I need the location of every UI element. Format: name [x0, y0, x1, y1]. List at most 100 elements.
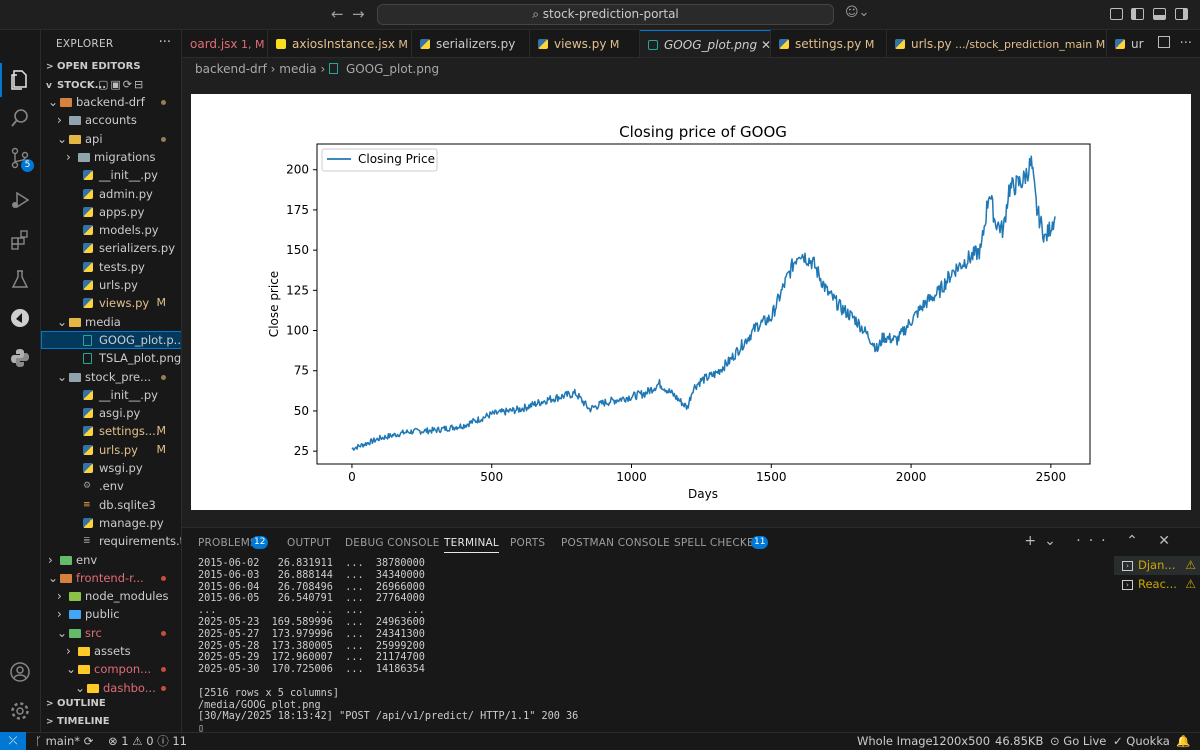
customize-layout-icon[interactable] [1110, 8, 1123, 20]
source-control-icon[interactable]: 5 [8, 146, 34, 172]
close-icon[interactable]: ✕ [757, 38, 772, 52]
breadcrumb-item[interactable]: GOOG_plot.png [345, 62, 440, 76]
chevron-down-icon: ⌄ [48, 95, 59, 109]
tree-item[interactable]: settings.... M [41, 422, 181, 440]
tree-item[interactable]: tests.py [41, 258, 181, 276]
panel-tab-problems[interactable]: PROBLEMS [198, 537, 257, 549]
tree-item[interactable]: ⌄ api [41, 130, 181, 148]
tree-item[interactable]: serializers.py [41, 239, 181, 257]
search-icon[interactable] [8, 106, 32, 130]
toggle-sidebar-icon[interactable] [1131, 8, 1144, 20]
spell-checker-badge: 11 [751, 536, 769, 549]
quokka-label: Quokka [1126, 734, 1170, 748]
tree-item[interactable]: manage.py [41, 514, 181, 532]
python-icon[interactable] [8, 346, 32, 370]
viewer-mode[interactable]: Whole Image [857, 734, 933, 748]
testing-icon[interactable] [8, 267, 32, 291]
notifications-icon[interactable]: 🔔 [1176, 734, 1191, 748]
tree-item[interactable]: ⌄ media [41, 313, 181, 331]
tree-item[interactable]: ⌄ dashbo... [41, 679, 181, 697]
tree-item[interactable]: __init__.py [41, 166, 181, 184]
editor-tab[interactable]: axiosInstance.jsx M [268, 30, 412, 57]
terminal-label: Djan... [1138, 558, 1176, 572]
tree-item[interactable]: GOOG_plot.p... [41, 330, 181, 349]
tree-item[interactable]: TSLA_plot.png [41, 349, 181, 367]
editor-tab[interactable]: urls.py .../stock_prediction_main M [887, 30, 1107, 57]
tree-item-label: compon... [94, 662, 152, 677]
toggle-panel-icon[interactable] [1153, 8, 1166, 20]
tree-item[interactable]: urls.py [41, 276, 181, 294]
tree-item[interactable]: ≣ requirements.txt [41, 532, 181, 550]
active-indicator [0, 63, 2, 97]
tree-item[interactable]: ⌄ backend-drf [41, 93, 181, 111]
panel-actions[interactable]: +⌄ ··· ⌃ ✕ [1024, 533, 1178, 549]
terminal-item[interactable]: › Reac... ⚠ [1114, 575, 1200, 594]
remote-indicator-icon[interactable]: ⤫ [0, 732, 26, 750]
chart-image: Closing price of GOOG Days Close price 0… [191, 94, 1191, 510]
tree-item[interactable]: wsgi.py [41, 459, 181, 477]
tree-item[interactable]: ⌄ stock_pre... [41, 368, 181, 386]
copilot-icon[interactable]: ☺⌄ [845, 5, 870, 20]
tree-item[interactable]: › node_modules [41, 587, 181, 605]
panel-tab-postman-console[interactable]: POSTMAN CONSOLE [561, 537, 670, 549]
panel-tab-debug-console[interactable]: DEBUG CONSOLE [345, 537, 440, 549]
editor-tab[interactable]: views.py M [530, 30, 640, 57]
explorer-icon[interactable] [8, 68, 32, 92]
tree-item[interactable]: admin.py [41, 185, 181, 203]
run-debug-icon[interactable] [8, 188, 32, 212]
tree-item[interactable]: ⌄ compon... [41, 660, 181, 678]
tree-item[interactable]: ⚙ .env [41, 477, 181, 495]
toggle-secondary-sidebar-icon[interactable] [1175, 8, 1188, 20]
go-live-button[interactable]: ⊙ Go Live [1050, 733, 1106, 750]
explorer-toolbar-icons[interactable]: ▢▣⟳⊟ [98, 78, 146, 91]
settings-gear-icon[interactable] [8, 699, 32, 723]
panel-tab-output[interactable]: OUTPUT [287, 537, 331, 549]
tree-item[interactable]: › assets [41, 642, 181, 660]
open-editors-section[interactable]: > OPEN EDITORS [41, 58, 181, 76]
terminal-line: 2025-05-30 170.725006 ... 14186354 [198, 664, 425, 676]
breadcrumb-item[interactable]: backend-drf [195, 62, 267, 76]
quokka-status[interactable]: ✓ Quokka [1113, 733, 1170, 750]
more-actions-icon[interactable]: ··· [158, 35, 171, 50]
folder-open-icon [87, 683, 99, 693]
tree-item[interactable]: urls.py M [41, 441, 181, 459]
tree-item[interactable]: apps.py [41, 203, 181, 221]
timeline-section[interactable]: > TIMELINE [41, 713, 181, 731]
tree-item[interactable]: › env [41, 551, 181, 569]
panel-tab-spell-checker[interactable]: SPELL CHECKER [674, 537, 762, 549]
terminal-item[interactable]: › Djan... ⚠ [1114, 556, 1200, 575]
breadcrumb-item[interactable]: media [279, 62, 317, 76]
tree-item[interactable]: ≡ db.sqlite3 [41, 496, 181, 514]
panel-tab-ports[interactable]: PORTS [510, 537, 546, 549]
editor-tab[interactable]: oard.jsx 1, M [182, 30, 268, 57]
tree-item[interactable]: __init__.py [41, 386, 181, 404]
tree-item[interactable]: asgi.py [41, 404, 181, 422]
editor-tab[interactable]: serializers.py [412, 30, 530, 57]
arrow-left-icon[interactable]: ← [331, 5, 344, 23]
branch-status[interactable]: ᚴ main* ⟳ [35, 733, 93, 750]
tree-item[interactable]: ⌄ frontend-r... [41, 569, 181, 587]
breadcrumb: backend-drf › media › GOOG_plot.png [182, 58, 1200, 80]
folder-icon [69, 116, 81, 126]
problems-status[interactable]: ⊗ 1 ⚠ 0 ⓘ 11 [108, 734, 187, 748]
tree-item[interactable]: ⌄ src [41, 624, 181, 642]
outline-section[interactable]: > OUTLINE [41, 695, 181, 713]
editor-tab[interactable]: ur [1107, 30, 1200, 57]
command-center-search[interactable]: ⌕ stock-prediction-portal [377, 4, 834, 25]
tree-item[interactable]: views.py M [41, 294, 181, 312]
tree-item[interactable]: › public [41, 605, 181, 623]
terminal-output[interactable]: 2015-06-02 26.831911 ... 38780000 2015-06… [198, 558, 1098, 735]
account-icon[interactable] [8, 660, 32, 684]
panel-tab-terminal[interactable]: TERMINAL [444, 537, 499, 553]
arrow-right-icon[interactable]: → [352, 5, 365, 23]
tree-item[interactable]: › accounts [41, 111, 181, 129]
tree-item[interactable]: › migrations [41, 148, 181, 166]
workspace-section[interactable]: v STOCK... ▢▣⟳⊟ [41, 77, 181, 95]
quokka-icon[interactable] [8, 306, 32, 330]
editor-tab[interactable]: GOOG_plot.png ✕ [640, 30, 772, 57]
more-actions-icon[interactable]: ··· [1179, 36, 1192, 51]
extensions-icon[interactable] [8, 228, 32, 252]
editor-tab[interactable]: settings.py M [771, 30, 887, 57]
tree-item[interactable]: models.py [41, 221, 181, 239]
split-editor-icon[interactable] [1158, 36, 1170, 48]
